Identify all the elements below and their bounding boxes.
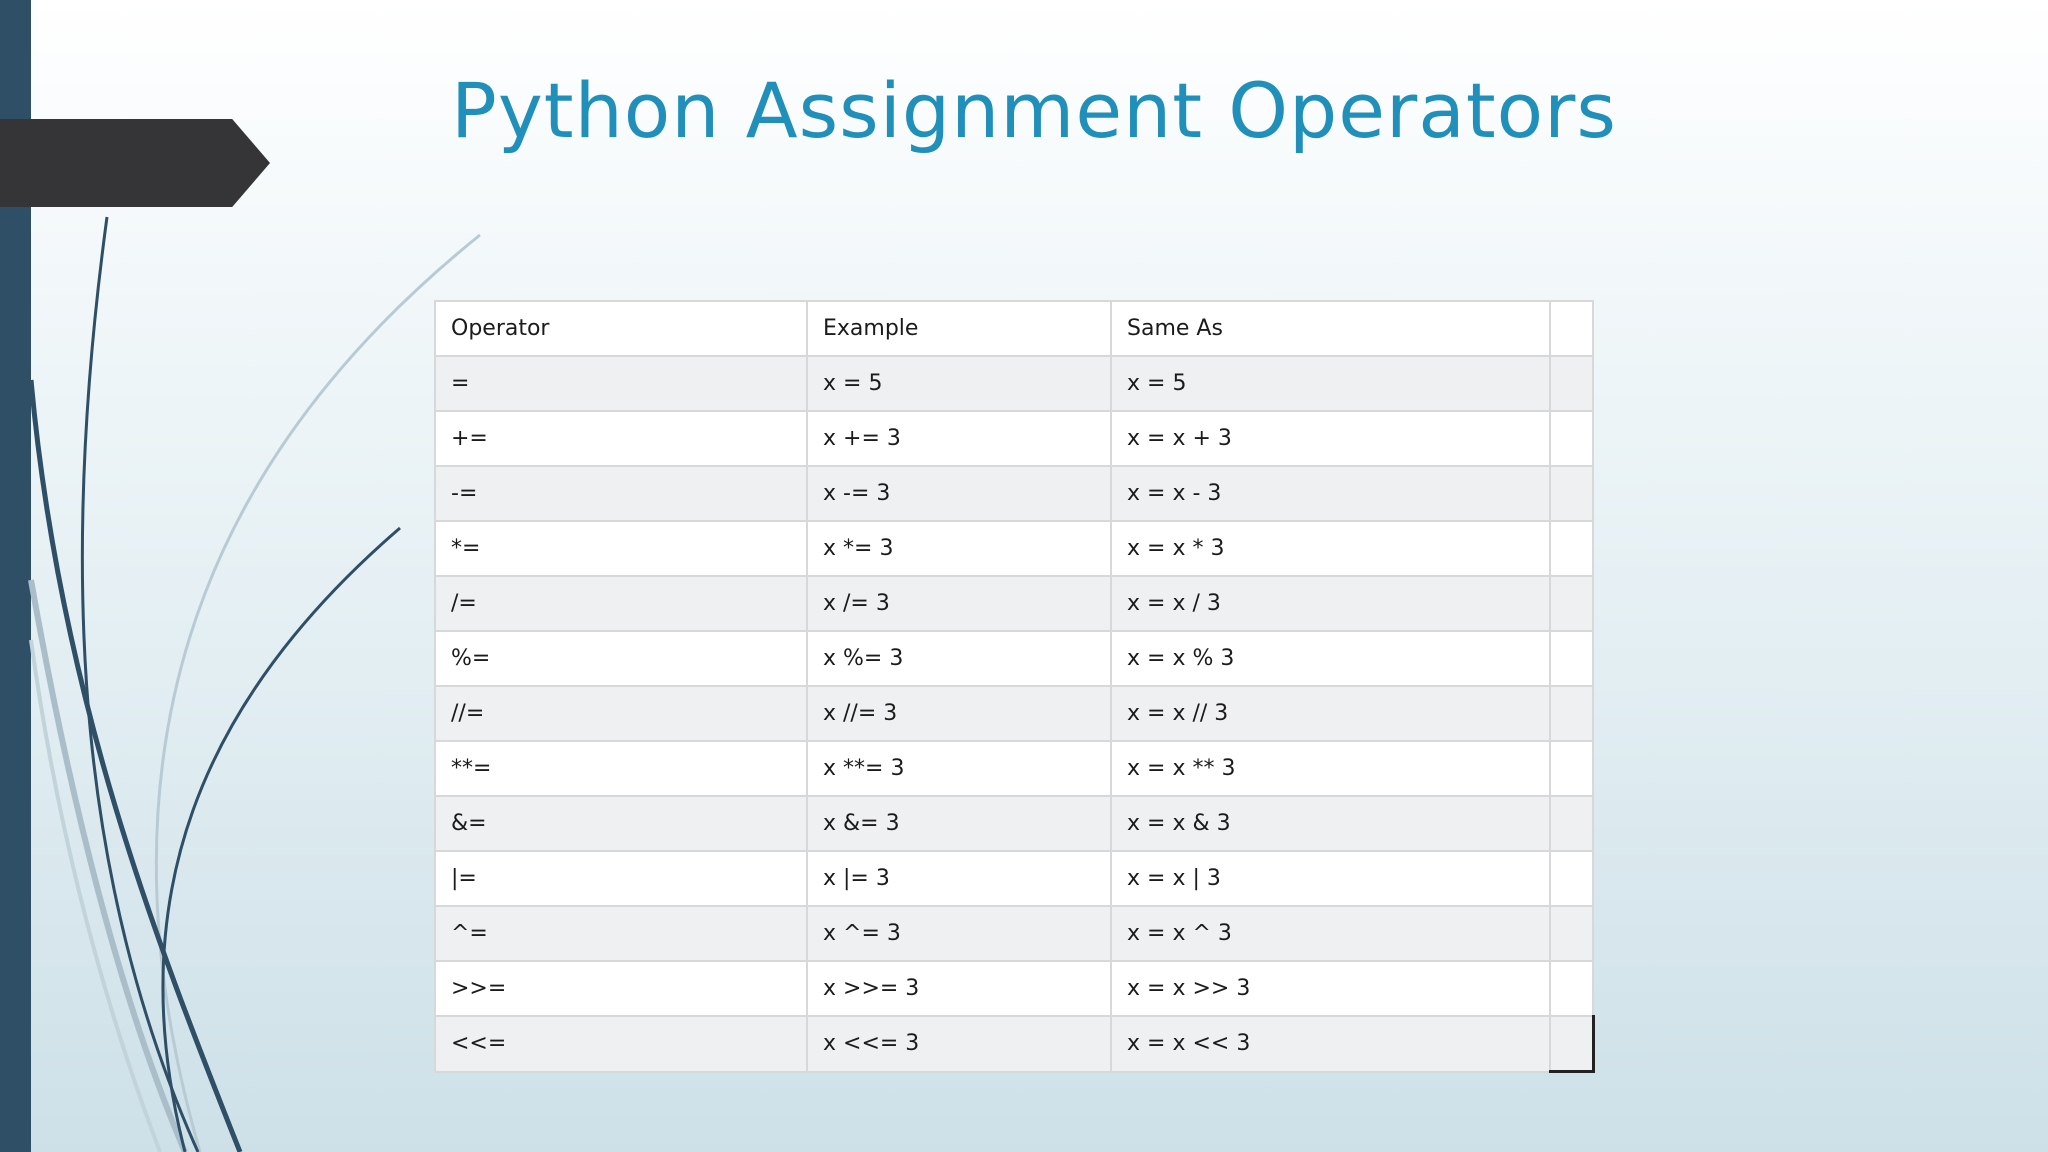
- selected-empty-cell[interactable]: [1549, 1015, 1595, 1073]
- operator-cell: &=: [434, 795, 808, 852]
- operator-cell: <<=: [434, 1015, 808, 1073]
- empty-cell: [1549, 850, 1594, 907]
- table-row: **= x **= 3 x = x ** 3: [434, 740, 1594, 797]
- swoosh-light-2: [28, 579, 188, 1152]
- operator-cell: //=: [434, 685, 808, 742]
- header-example: Example: [806, 300, 1112, 357]
- same-as-cell: x = x * 3: [1110, 520, 1551, 577]
- header-operator: Operator: [434, 300, 808, 357]
- empty-cell: [1549, 410, 1594, 467]
- example-cell: x -= 3: [806, 465, 1112, 522]
- operator-cell: =: [434, 355, 808, 412]
- example-cell: x = 5: [806, 355, 1112, 412]
- empty-cell: [1549, 905, 1594, 962]
- same-as-cell: x = x / 3: [1110, 575, 1551, 632]
- example-cell: x >>= 3: [806, 960, 1112, 1017]
- example-cell: x &= 3: [806, 795, 1112, 852]
- table-header-row: Operator Example Same As: [434, 300, 1594, 357]
- operator-cell: *=: [434, 520, 808, 577]
- operator-cell: %=: [434, 630, 808, 687]
- same-as-cell: x = x << 3: [1110, 1015, 1551, 1073]
- table-row: //= x //= 3 x = x // 3: [434, 685, 1594, 742]
- operator-cell: +=: [434, 410, 808, 467]
- example-cell: x /= 3: [806, 575, 1112, 632]
- table-row: &= x &= 3 x = x & 3: [434, 795, 1594, 852]
- same-as-cell: x = 5: [1110, 355, 1551, 412]
- same-as-cell: x = x & 3: [1110, 795, 1551, 852]
- empty-cell: [1549, 575, 1594, 632]
- example-cell: x |= 3: [806, 850, 1112, 907]
- table-row: *= x *= 3 x = x * 3: [434, 520, 1594, 577]
- example-cell: x %= 3: [806, 630, 1112, 687]
- swoosh-dark-2: [28, 379, 243, 1152]
- operator-cell: /=: [434, 575, 808, 632]
- example-cell: x **= 3: [806, 740, 1112, 797]
- example-cell: x ^= 3: [806, 905, 1112, 962]
- example-cell: x <<= 3: [806, 1015, 1112, 1073]
- slide-title: Python Assignment Operators: [451, 66, 1617, 155]
- arrow-tab: [0, 119, 270, 207]
- table-row: ^= x ^= 3 x = x ^ 3: [434, 905, 1594, 962]
- swoosh-light-1: [154, 233, 481, 1152]
- same-as-cell: x = x >> 3: [1110, 960, 1551, 1017]
- table-row: /= x /= 3 x = x / 3: [434, 575, 1594, 632]
- empty-cell: [1549, 740, 1594, 797]
- same-as-cell: x = x - 3: [1110, 465, 1551, 522]
- empty-cell: [1549, 520, 1594, 577]
- same-as-cell: x = x ** 3: [1110, 740, 1551, 797]
- same-as-cell: x = x % 3: [1110, 630, 1551, 687]
- table-row: <<= x <<= 3 x = x << 3: [434, 1015, 1595, 1073]
- example-cell: x //= 3: [806, 685, 1112, 742]
- empty-cell: [1549, 685, 1594, 742]
- swoosh-dark-1: [80, 216, 200, 1152]
- table-row: += x += 3 x = x + 3: [434, 410, 1594, 467]
- table-row: -= x -= 3 x = x - 3: [434, 465, 1594, 522]
- same-as-cell: x = x | 3: [1110, 850, 1551, 907]
- table-row: = x = 5 x = 5: [434, 355, 1594, 412]
- empty-cell: [1549, 630, 1594, 687]
- example-cell: x += 3: [806, 410, 1112, 467]
- same-as-cell: x = x ^ 3: [1110, 905, 1551, 962]
- operator-cell: ^=: [434, 905, 808, 962]
- table-row: |= x |= 3 x = x | 3: [434, 850, 1594, 907]
- empty-cell: [1549, 795, 1594, 852]
- operator-cell: **=: [434, 740, 808, 797]
- empty-cell: [1549, 355, 1594, 412]
- empty-cell: [1549, 960, 1594, 1017]
- same-as-cell: x = x + 3: [1110, 410, 1551, 467]
- table-row: >>= x >>= 3 x = x >> 3: [434, 960, 1594, 1017]
- example-cell: x *= 3: [806, 520, 1112, 577]
- operator-cell: -=: [434, 465, 808, 522]
- operator-cell: |=: [434, 850, 808, 907]
- header-same-as: Same As: [1110, 300, 1551, 357]
- swoosh-light-3: [29, 639, 162, 1152]
- same-as-cell: x = x // 3: [1110, 685, 1551, 742]
- table-row: %= x %= 3 x = x % 3: [434, 630, 1594, 687]
- operators-table: Operator Example Same As = x = 5 x = 5 +…: [434, 300, 1595, 1073]
- empty-cell: [1549, 300, 1594, 357]
- empty-cell: [1549, 465, 1594, 522]
- operator-cell: >>=: [434, 960, 808, 1017]
- swoosh-dark-3: [161, 526, 401, 1152]
